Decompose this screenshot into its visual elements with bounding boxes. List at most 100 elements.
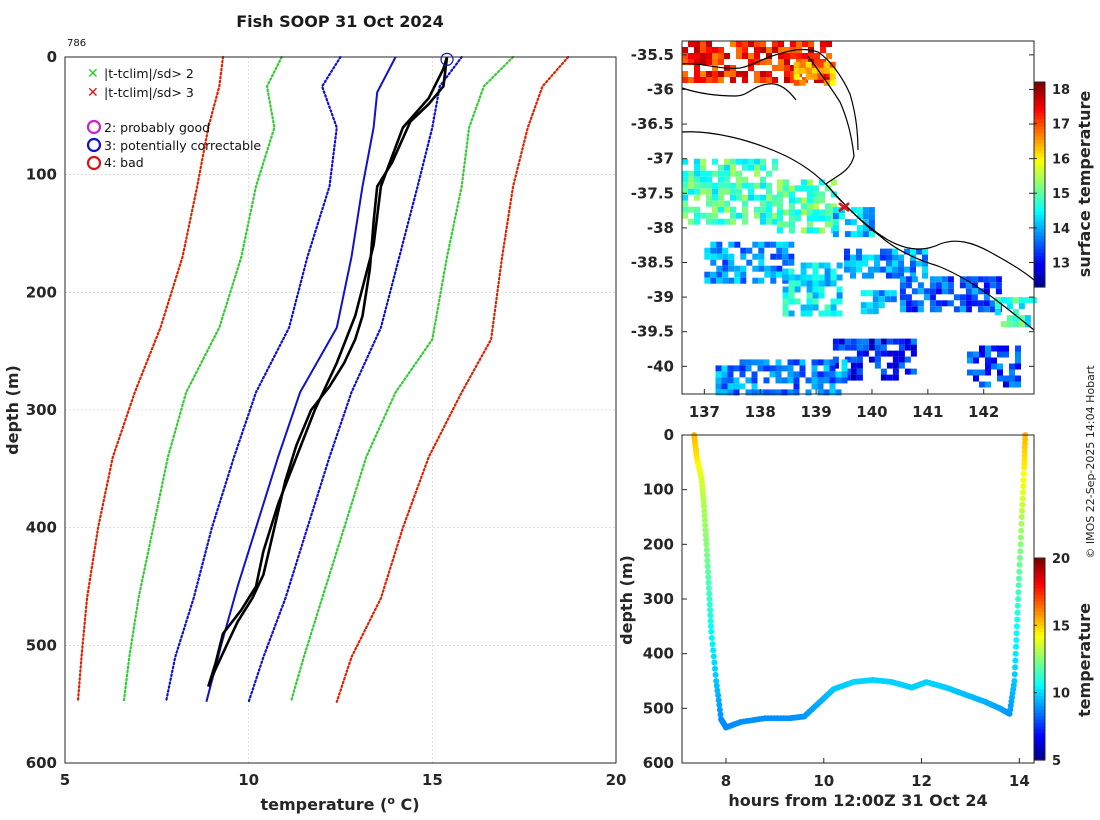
sst-pixel [727,371,734,378]
y-tick-label: 500 [26,636,57,654]
sst-pixel [1006,297,1013,304]
sst-pixel [850,260,856,267]
sst-pixel [715,365,722,372]
colorbar-segment [1034,215,1045,220]
sst-pixel [1009,381,1015,388]
sst-pixel [862,272,868,279]
sst-pixel [778,59,784,65]
colorbar-segment [1034,266,1045,271]
sst-pixel [724,71,730,77]
sst-pixel [856,207,863,214]
sst-pixel [694,47,700,53]
sst-pixel [805,61,812,68]
colorbar-segment [1034,605,1045,610]
sst-pixel [712,170,718,177]
sst-pixel [860,302,867,309]
sst-pixel [997,369,1003,376]
sst-pixel [811,67,818,74]
y-tick-label: 400 [643,645,674,663]
track-point [1013,623,1020,630]
sst-pixel [748,164,754,171]
sst-pixel [700,71,706,77]
sst-pixel [817,389,824,396]
sst-pixel [917,288,924,295]
track-point [707,606,714,613]
colorbar-tick-label: 14 [1052,222,1070,237]
sst-pixel [715,389,722,396]
sst-pixel [781,377,788,384]
x-tick-label: 14 [1009,772,1030,790]
sst-pixel [754,182,760,189]
sst-pixel [868,231,875,238]
sst-pixel [782,253,789,260]
sst-pixel [682,59,688,65]
x-tick-label: 10 [813,772,834,790]
sst-pixel [825,221,831,228]
sst-pixel [985,345,991,352]
sst-pixel [718,71,724,77]
sst-pixel [770,241,777,248]
sst-pixel [850,356,857,363]
sst-pixel [985,363,991,370]
sst-pixel [905,306,912,313]
sst-pixel [806,298,813,305]
sst-pixel [892,368,899,375]
sst-pixel [841,377,848,384]
sst-pixel [793,61,800,68]
sst-pixel [823,371,830,378]
sst-pixel [710,259,717,266]
sst-pixel [917,306,924,313]
sst-pixel [904,356,911,363]
sst-pixel [910,260,916,267]
sst-pixel [989,282,996,289]
sst-pixel [718,182,724,189]
sst-pixel [1015,363,1021,370]
profile-x-axis-label: temperature (o C) [260,794,419,814]
sst-pixel [682,170,688,177]
sst-pixel [788,280,795,287]
sst-pixel [994,309,1001,316]
sst-pixel [824,262,831,269]
sst-pixel [764,271,771,278]
colorbar-segment [1034,232,1045,237]
map-x-tick-label: 140 [856,403,887,421]
track-point [706,590,713,597]
sst-pixel [718,206,724,213]
sst-pixel [789,215,795,222]
cruise-position-marker [838,202,850,213]
sst-pixel [844,368,851,375]
track-point [709,641,716,648]
track-point [1015,589,1022,596]
sst-pixel [1018,315,1025,322]
sst-pixel [787,377,794,384]
colorbar-segment [1034,655,1045,660]
sst-pixel [886,254,892,261]
sst-pixel [784,53,790,59]
colorbar-segment [1034,652,1045,657]
colorbar-segment [1034,672,1045,677]
sst-pixel [718,188,724,195]
sst-pixel [910,272,916,279]
sst-pixel [898,356,905,363]
sst-pixel [830,268,837,275]
sst-pixel [766,188,772,195]
track-point [1020,477,1027,484]
colorbar-segment [1034,733,1045,738]
sst-pixel [818,262,825,269]
sst-pixel [724,200,730,207]
sst-pixel [682,158,688,165]
sst-pixel [772,41,778,47]
sst-pixel [814,53,820,59]
sst-pixel [706,170,712,177]
sst-pixel [712,47,718,53]
sst-pixel [817,73,824,80]
sst-pixel [991,345,997,352]
track-point [1012,650,1019,657]
sst-pixel [700,212,706,219]
sst-pixel [904,248,910,255]
sst-pixel [704,271,711,278]
sst-pixel [718,176,724,183]
track-point [706,596,713,602]
sst-pixel [800,274,807,281]
sst-pixel [718,194,724,201]
